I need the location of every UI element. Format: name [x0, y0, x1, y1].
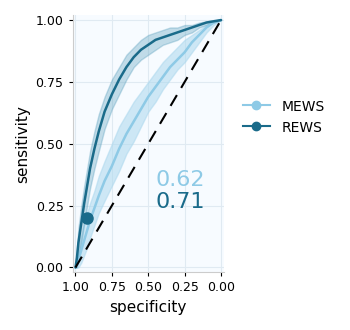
X-axis label: specificity: specificity [110, 300, 187, 315]
Text: 0.71: 0.71 [155, 192, 205, 212]
Y-axis label: sensitivity: sensitivity [15, 105, 30, 183]
Legend: MEWS, REWS: MEWS, REWS [237, 94, 330, 140]
Text: 0.62: 0.62 [155, 170, 205, 190]
